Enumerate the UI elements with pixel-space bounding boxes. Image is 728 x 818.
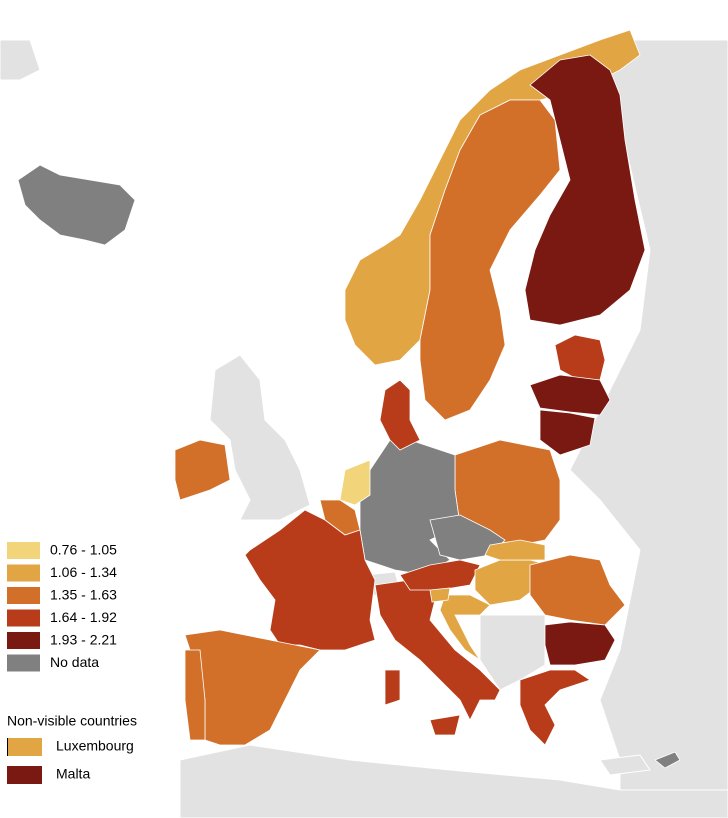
legend-label: 1.64 - 1.92 <box>50 609 117 625</box>
legend-swatch <box>7 654 40 672</box>
bulgaria <box>544 621 616 666</box>
slovenia <box>429 587 451 603</box>
denmark <box>379 379 421 451</box>
turkey-coast <box>599 754 651 776</box>
africa <box>179 744 728 818</box>
cyprus <box>654 751 681 769</box>
legend-label: 1.93 - 2.21 <box>50 632 117 648</box>
legend-swatch <box>7 738 42 756</box>
estonia <box>554 334 606 381</box>
legend-label: No data <box>50 654 99 670</box>
legend-label: 1.06 - 1.34 <box>50 564 117 580</box>
non-visible-title: Non-visible countries <box>7 713 137 729</box>
sweden <box>419 99 561 421</box>
legend-label: Luxembourg <box>56 738 134 754</box>
greece <box>519 669 591 746</box>
portugal <box>184 649 206 741</box>
lithuania <box>539 409 596 456</box>
slovakia <box>484 539 546 561</box>
countries <box>17 29 681 769</box>
legend: 0.76 - 1.05 1.06 - 1.34 1.35 - 1.63 1.64 - … <box>7 542 137 784</box>
united-kingdom <box>209 354 311 521</box>
legend-swatch <box>7 766 42 784</box>
greenland <box>0 39 41 81</box>
iceland <box>17 164 136 246</box>
netherlands <box>339 459 371 506</box>
legend-swatch <box>7 564 40 582</box>
legend-label: Malta <box>56 766 90 782</box>
latvia <box>529 374 611 416</box>
legend-label: 1.35 - 1.63 <box>50 587 117 603</box>
legend-swatch <box>7 542 40 559</box>
finland <box>524 54 646 326</box>
ireland <box>174 439 231 501</box>
legend-swatch <box>7 587 40 604</box>
eastern-europe <box>569 39 728 818</box>
sicily <box>429 714 461 736</box>
romania <box>529 554 626 626</box>
legend-swatch <box>7 609 40 627</box>
sardinia <box>384 669 401 706</box>
legend-swatch <box>7 632 40 649</box>
france <box>244 509 376 651</box>
croatia <box>439 594 491 661</box>
legend-label: 0.76 - 1.05 <box>50 542 117 558</box>
